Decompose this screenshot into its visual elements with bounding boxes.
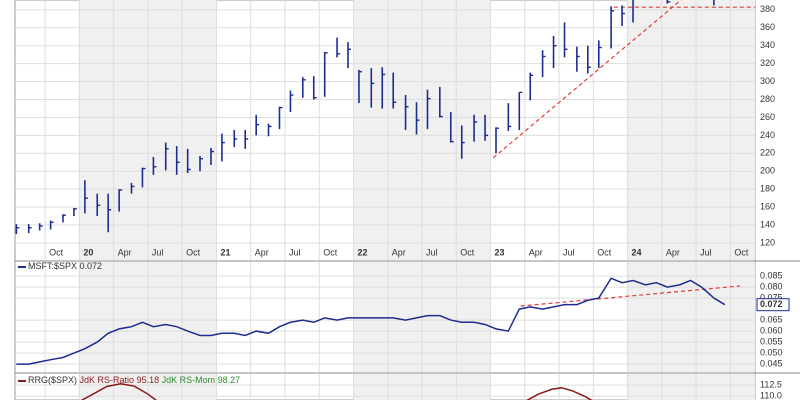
panel: [15, 374, 755, 400]
panel: [15, 0, 755, 260]
x-tick-label: Apr: [666, 247, 680, 257]
year-shade: [627, 0, 755, 260]
legend-value: 98.27: [218, 375, 241, 385]
x-tick-label: Oct: [323, 247, 338, 257]
last-value-label: 0.072: [760, 299, 783, 309]
y-tick-label: 0.075: [760, 292, 783, 302]
x-tick-label: Jul: [700, 247, 712, 257]
trendline: [492, 0, 682, 159]
x-tick-label: Jul: [152, 247, 164, 257]
panel: [15, 262, 755, 372]
x-tick-label: Oct: [460, 247, 475, 257]
x-tick-label: 24: [632, 247, 642, 257]
x-tick-label: Jul: [563, 247, 575, 257]
y-tick-label: 120: [760, 237, 775, 247]
y-tick-label: 360: [760, 22, 775, 32]
legend-value: 0.072: [80, 261, 103, 271]
y-tick-label: 112.5: [760, 380, 782, 390]
y-tick-label: 260: [760, 112, 775, 122]
x-tick-label: 21: [220, 247, 230, 257]
y-tick-label: 0.085: [760, 270, 783, 280]
year-shade: [627, 374, 755, 400]
x-tick-label: 22: [357, 247, 367, 257]
y-tick-label: 0.050: [760, 347, 783, 357]
x-tick-label: Jul: [426, 247, 438, 257]
x-tick-label: Jul: [289, 247, 301, 257]
x-tick-label: Apr: [255, 247, 269, 257]
y-tick-label: 160: [760, 201, 775, 211]
legend-value: 95.18: [137, 375, 160, 385]
y-tick-label: 380: [760, 4, 775, 14]
x-tick-label: Apr: [118, 247, 132, 257]
x-tick-label: Apr: [529, 247, 543, 257]
y-tick-label: 0.045: [760, 358, 783, 368]
y-tick-label: 0.055: [760, 336, 783, 346]
y-tick-label: 200: [760, 166, 775, 176]
last-value-box: [756, 298, 790, 312]
y-tick-label: 280: [760, 94, 775, 104]
x-tick-label: 20: [83, 247, 93, 257]
y-tick-label: 180: [760, 184, 775, 194]
x-tick-label: Oct: [186, 247, 201, 257]
legend-title: RRG($SPX): [28, 375, 77, 385]
legend-name: MSFT:$SPX: [28, 261, 77, 271]
legend-name: JdK RS-Mom: [162, 375, 216, 385]
y-tick-label: 220: [760, 148, 775, 158]
legend-label: RRG($SPX) JdK RS-Ratio 95.18 JdK RS-Mom …: [28, 375, 240, 385]
y-tick-label: 0.080: [760, 281, 783, 291]
rs-line: [16, 277, 726, 365]
y-tick-label: 110.0: [760, 391, 782, 400]
y-tick-label: 0.065: [760, 314, 783, 324]
series-line: [80, 383, 593, 400]
x-tick-label: Oct: [49, 247, 64, 257]
x-tick-label: Oct: [734, 247, 749, 257]
x-tick-label: Oct: [597, 247, 612, 257]
x-tick-label: 23: [495, 247, 505, 257]
y-tick-label: 140: [760, 219, 775, 229]
legend-name: JdK RS-Ratio: [80, 375, 135, 385]
y-tick-label: 320: [760, 58, 775, 68]
legend-label: MSFT:$SPX 0.072: [28, 261, 102, 271]
y-tick-label: 300: [760, 76, 775, 86]
y-tick-label: 340: [760, 40, 775, 50]
x-tick-label: Apr: [392, 247, 406, 257]
y-tick-label: 240: [760, 130, 775, 140]
y-tick-label: 0.060: [760, 325, 783, 335]
